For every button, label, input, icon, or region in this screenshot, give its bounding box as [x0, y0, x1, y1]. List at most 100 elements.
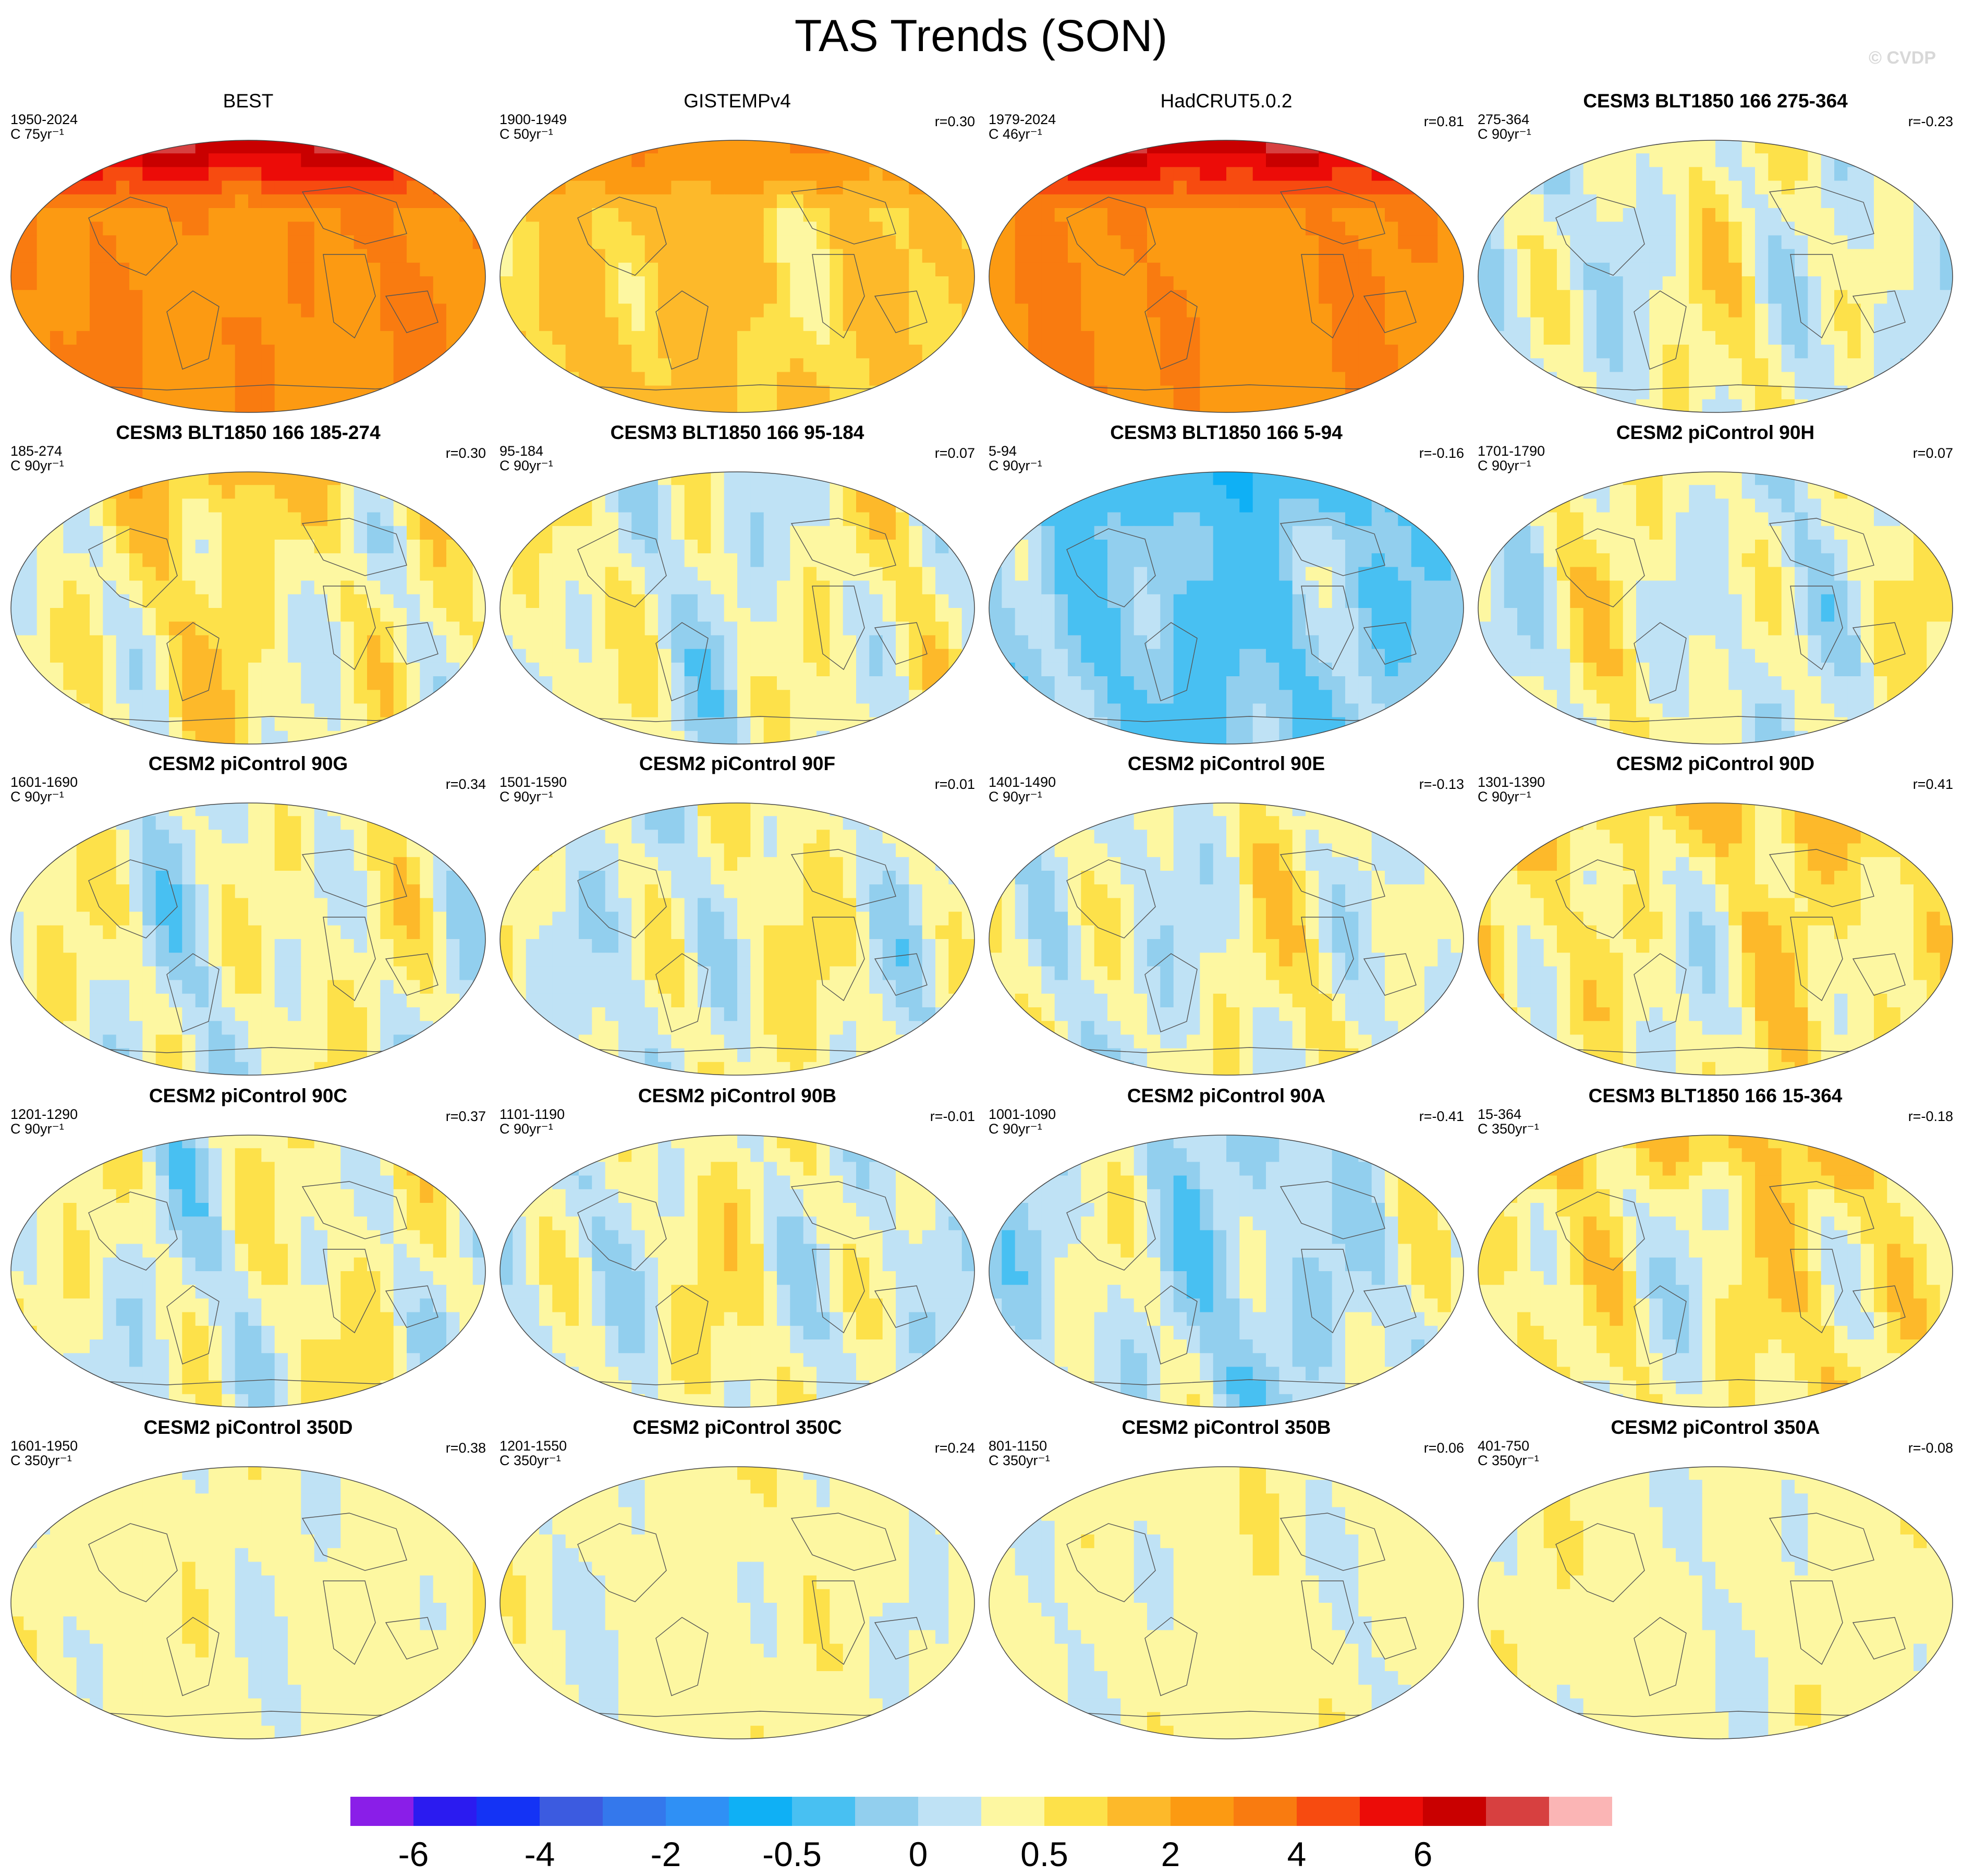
trend-cell	[1173, 317, 1187, 332]
trend-cell	[327, 472, 342, 485]
trend-cell	[50, 372, 64, 386]
trend-cell	[790, 472, 804, 485]
trend-cell	[274, 594, 288, 608]
trend-cell	[658, 276, 672, 290]
trend-cell	[1252, 194, 1266, 209]
trend-cell	[1213, 690, 1227, 704]
trend-cell	[1292, 512, 1306, 527]
trend-cell	[1226, 249, 1240, 263]
trend-cell	[1424, 676, 1439, 690]
trend-cell	[1054, 317, 1068, 332]
trend-cell	[1002, 317, 1016, 332]
trend-cell	[750, 208, 764, 222]
trend-cell	[961, 730, 974, 744]
trend-cell	[222, 317, 236, 332]
trend-cell	[142, 385, 156, 400]
trend-cell	[869, 635, 883, 650]
trend-cell	[103, 526, 117, 540]
trend-cell	[169, 153, 183, 168]
trend-cell	[1002, 580, 1016, 595]
trend-cell	[843, 622, 857, 636]
trend-cell	[671, 276, 685, 290]
trend-cell	[1411, 303, 1425, 318]
trend-cell	[1252, 140, 1266, 154]
trend-cell	[367, 553, 381, 568]
trend-cell	[843, 703, 857, 718]
trend-cell	[472, 276, 485, 290]
trend-cell	[1385, 262, 1399, 277]
trend-cell	[592, 331, 606, 345]
trend-cell	[1041, 635, 1055, 650]
trend-cell	[155, 303, 169, 318]
trend-cell	[1517, 290, 1531, 304]
trend-cell	[658, 676, 672, 690]
trend-cell	[1437, 262, 1452, 277]
trend-cell	[1424, 594, 1439, 608]
trend-cell	[539, 662, 553, 677]
trend-cell	[1239, 399, 1253, 412]
trend-cell	[803, 208, 817, 222]
trend-cell	[340, 635, 355, 650]
trend-cell	[340, 676, 355, 690]
trend-cell	[1002, 262, 1016, 277]
trend-cell	[459, 222, 473, 236]
trend-cell	[1187, 331, 1201, 345]
trend-cell	[1041, 317, 1055, 332]
trend-cell	[169, 703, 183, 718]
trend-cell	[129, 703, 143, 718]
trend-cell	[869, 472, 883, 485]
trend-cell	[1345, 290, 1359, 304]
trend-cell	[658, 553, 672, 568]
trend-cell	[539, 526, 553, 540]
trend-cell	[1239, 262, 1253, 277]
trend-cell	[1306, 249, 1320, 263]
trend-cell	[658, 345, 672, 359]
trend-cell	[235, 703, 249, 718]
trend-cell	[76, 194, 90, 209]
trend-cell	[1213, 662, 1227, 677]
trend-cell	[1834, 180, 1848, 195]
trend-cell	[50, 235, 64, 250]
trend-cell	[1702, 194, 1716, 209]
trend-cell	[565, 567, 579, 581]
trend-cell	[1213, 649, 1227, 663]
trend-cell	[1266, 303, 1280, 318]
trend-cell	[367, 608, 381, 622]
trend-cell	[1028, 208, 1042, 222]
trend-cell	[948, 472, 962, 485]
trend-cell	[803, 676, 817, 690]
trend-cell	[961, 358, 974, 373]
trend-cell	[129, 303, 143, 318]
trend-cell	[1068, 208, 1082, 222]
trend-cell	[539, 635, 553, 650]
trend-cell	[420, 567, 434, 581]
trend-cell	[592, 358, 606, 373]
trend-cell	[23, 194, 38, 209]
trend-cell	[605, 358, 619, 373]
trend-cell	[948, 358, 962, 373]
trend-cell	[1147, 662, 1161, 677]
trend-cell	[1002, 608, 1016, 622]
trend-cell	[513, 399, 527, 412]
trend-cell	[63, 580, 77, 595]
trend-cell	[11, 345, 25, 359]
trend-cell	[737, 222, 751, 236]
trend-cell	[63, 153, 77, 168]
trend-cell	[1120, 635, 1135, 650]
trend-cell	[684, 358, 698, 373]
trend-cell	[961, 662, 974, 677]
trend-cell	[209, 180, 223, 195]
trend-cell	[1715, 345, 1729, 359]
trend-cell	[856, 553, 870, 568]
trend-cell	[592, 676, 606, 690]
trend-cell	[1332, 608, 1346, 622]
trend-cell	[1914, 235, 1928, 250]
trend-cell	[1015, 249, 1029, 263]
trend-cell	[1358, 167, 1372, 181]
trend-cell	[1478, 331, 1492, 345]
trend-cell	[1252, 303, 1266, 318]
trend-cell	[63, 649, 77, 663]
trend-cell	[1239, 485, 1253, 500]
trend-cell	[1371, 526, 1385, 540]
trend-cell	[790, 262, 804, 277]
